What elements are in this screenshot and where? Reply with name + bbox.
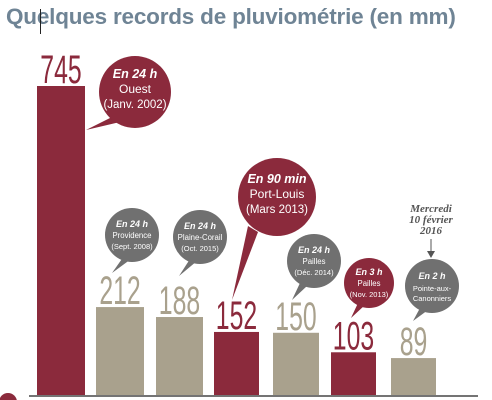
bubble-tail [86,117,120,130]
bar-value-label: 150 [275,295,316,339]
bar-value-label: 103 [333,314,374,358]
bubble-circle [344,258,394,308]
bar-value-label: 188 [159,279,200,323]
annotation-place: Ouest [119,82,152,96]
annotation-bubble: En 24 h Providence (Sept. 2008) [105,208,159,273]
annotation-duration: En 24 h [298,245,331,255]
annotation-duration: En 90 min [247,172,306,186]
bar [391,358,436,395]
annotation-place: Providence [112,231,151,240]
bar-value-label: 89 [400,320,428,364]
bar [214,331,259,395]
bar [96,307,144,395]
callout-line: Mercredi [409,203,452,215]
annotation-date: (Sept. 2008) [111,242,153,251]
bubble-tail [179,259,197,276]
corner-marker [0,393,17,400]
annotation-duration: En 24 h [184,221,217,231]
annotation-date: (Mars 2013) [246,204,308,216]
bar [37,86,85,395]
callout-line: 10 février [409,214,453,226]
callout-arrow-head [427,251,435,258]
annotation-date: (Oct. 2015) [181,244,219,253]
annotation-duration: En 3 h [355,267,383,277]
bubble-circle [173,210,227,264]
annotation-date: (Déc. 2014) [294,268,334,277]
annotation-duration: En 24 h [113,67,158,81]
annotation-place: Port-Louis [250,187,305,201]
text-cursor [40,9,41,34]
bar [156,317,203,395]
annotation-place: Pailles [303,257,326,266]
annotation-bubble: En 24 h Plaine-Corail (Oct. 2015) [173,210,227,276]
bar-value-label: 152 [216,294,257,338]
annotation-date: (Janv. 2002) [103,99,166,111]
bar-value-label: 745 [40,48,81,92]
annotation-place: Pailles [358,279,381,288]
bar [331,352,376,395]
annotation-duration: En 2 h [418,271,446,281]
bar [273,332,319,395]
bubble-circle [287,234,341,288]
callout-line: 2016 [419,225,443,237]
annotation-bubble: En 24 h Pailles (Déc. 2014) [287,234,341,300]
annotation-place: Pointe-aux- [413,284,452,293]
bubble-circle [105,208,159,262]
annotation-place: Plaine-Corail [178,233,223,242]
bubble-circle [238,158,316,236]
bubble-circle [99,56,171,128]
bubble-tail [232,226,258,300]
bar-value-label: 212 [99,269,140,313]
bubble-tail [292,283,307,300]
annotation-duration: En 24 h [116,219,149,229]
chart-title: Quelques records de pluviométrie (en mm) [6,4,456,29]
annotation-bubble: En 2 h Pointe-aux-Canonniers [405,259,459,321]
bubble-circle [405,259,459,313]
annotation-bubble: En 3 h Pailles (Nov. 2013) [344,258,394,318]
annotation-place: Canonniers [413,294,452,303]
annotation-date: (Nov. 2013) [350,290,389,299]
